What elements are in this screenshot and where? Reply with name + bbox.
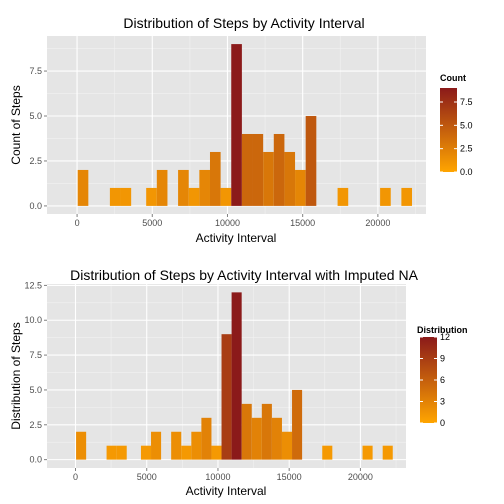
bar (263, 151, 274, 206)
chart-title: Distribution of Steps by Activity Interv… (123, 15, 364, 31)
bar (305, 116, 317, 206)
bar (295, 169, 306, 206)
bar (292, 389, 303, 460)
x-axis-label: Activity Interval (196, 231, 277, 245)
colorbar-tick-label: 9 (440, 354, 445, 364)
x-tick-label: 15000 (290, 218, 315, 228)
y-tick-label: 12.5 (24, 280, 42, 290)
bar (171, 431, 182, 460)
bar (337, 187, 349, 206)
x-tick-label: 0 (73, 472, 78, 482)
colorbar-tick-label: 2.5 (460, 144, 473, 154)
y-tick-label: 7.5 (29, 66, 42, 76)
colorbar-tick-label: 7.5 (460, 97, 473, 107)
legend: Distribution 0 3 6 9 12 (417, 325, 468, 428)
colorbar (420, 337, 437, 423)
x-tick-label: 5000 (142, 218, 162, 228)
bar (181, 445, 192, 460)
bar (220, 187, 232, 206)
bar (322, 445, 333, 460)
y-tick-label: 7.5 (29, 350, 42, 360)
colorbar-tick-label: 0 (440, 418, 445, 428)
y-tick-label: 0.0 (29, 455, 42, 465)
bar (362, 445, 373, 460)
y-tick-label: 5.0 (29, 385, 42, 395)
bar (380, 187, 391, 206)
bar (241, 133, 253, 206)
y-tick-label: 0.0 (29, 201, 42, 211)
colorbar-tick-label: 0.0 (460, 167, 473, 177)
x-tick-label: 20000 (365, 218, 390, 228)
colorbar-tick-label: 5.0 (460, 120, 473, 130)
bar (209, 151, 221, 206)
colorbar-tick-label: 12 (440, 332, 450, 342)
bar (251, 417, 262, 460)
y-tick-label: 2.5 (29, 156, 42, 166)
bar (252, 133, 264, 206)
bar (188, 187, 200, 206)
y-tick-label: 5.0 (29, 111, 42, 121)
x-tick-label: 10000 (205, 472, 230, 482)
x-tick-label: 10000 (215, 218, 240, 228)
bar (273, 133, 285, 206)
bar (106, 445, 117, 460)
y-axis-label: Count of Steps (9, 85, 23, 164)
bar (231, 44, 242, 206)
bar (178, 169, 189, 206)
y-tick-label: 10.0 (24, 315, 42, 325)
x-tick-label: 15000 (277, 472, 302, 482)
bar (281, 431, 293, 460)
x-tick-label: 5000 (137, 472, 157, 482)
y-axis-label: Distribution of Steps (9, 322, 23, 429)
chart-1: 0 5000 10000 15000 20000 0.0 2.5 5.0 7.5 Distribu… (9, 15, 473, 245)
bar (231, 292, 242, 460)
bar (191, 431, 202, 460)
bar (109, 187, 121, 206)
chart-title: Distribution of Steps by Activity Interv… (70, 267, 418, 283)
x-tick-label: 20000 (348, 472, 373, 482)
bar (221, 334, 232, 460)
bar (120, 187, 132, 206)
chart-2: 0 5000 10000 15000 20000 0.0 2.5 5.0 7.5 10.0 12.5… (9, 267, 468, 498)
bar (382, 445, 393, 460)
bar (211, 445, 222, 460)
bar (116, 445, 127, 460)
bar (401, 187, 413, 206)
colorbar-tick-label: 6 (440, 375, 445, 385)
colorbar-tick-label: 3 (440, 397, 445, 407)
bar (77, 169, 89, 206)
x-tick-label: 0 (75, 218, 80, 228)
colorbar (440, 88, 457, 172)
bar (146, 187, 157, 206)
bar (284, 151, 296, 206)
bar (140, 445, 152, 460)
y-tick-label: 2.5 (29, 420, 42, 430)
bar (151, 431, 162, 460)
bar (201, 417, 212, 460)
bar (156, 169, 168, 206)
bar (261, 403, 272, 460)
bar (76, 431, 87, 460)
x-axis-label: Activity Interval (186, 484, 267, 498)
bar (199, 169, 210, 206)
bar (241, 403, 252, 460)
bar (271, 417, 282, 460)
legend: Count 0.0 2.5 5.0 7.5 (440, 73, 473, 177)
legend-title: Distribution (417, 325, 468, 335)
legend-title: Count (440, 73, 466, 83)
